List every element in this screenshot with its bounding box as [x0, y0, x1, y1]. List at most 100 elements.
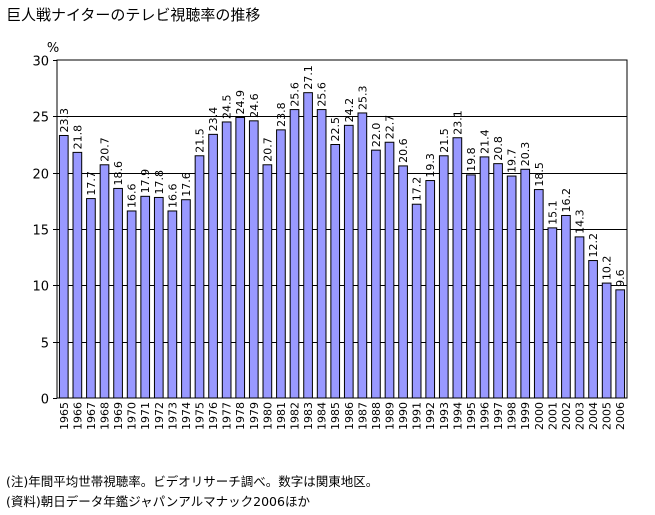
- x-tick-label: 1992: [424, 402, 437, 430]
- bar-1984: [316, 109, 327, 399]
- data-label-2001: 15.1: [546, 200, 559, 225]
- x-tick-label: 2000: [533, 402, 546, 430]
- x-tick-label: 1995: [465, 402, 478, 430]
- data-label-1983: 27.1: [302, 65, 315, 90]
- grid-lines: [57, 116, 627, 343]
- bar-2003: [574, 236, 585, 399]
- x-tick-label: 1982: [289, 402, 302, 430]
- bar-2002: [561, 214, 571, 399]
- bar-1977: [221, 121, 232, 399]
- x-tick-label: 2001: [546, 402, 559, 430]
- data-label-1998: 19.7: [506, 149, 519, 174]
- x-tick-label: 1979: [248, 402, 261, 430]
- y-tick-label: 10: [32, 280, 49, 295]
- data-label-1973: 16.6: [166, 183, 179, 208]
- y-tick-label: 15: [32, 224, 49, 239]
- y-tick-label: 30: [32, 55, 49, 70]
- data-label-1974: 17.6: [180, 172, 193, 197]
- bar-1981: [276, 129, 286, 399]
- data-label-2002: 16.2: [560, 188, 573, 213]
- data-label-1968: 20.7: [99, 137, 112, 162]
- data-label-1988: 22.0: [370, 123, 383, 148]
- x-tick-label: 2004: [587, 402, 600, 430]
- x-tick-label: 1971: [139, 402, 152, 430]
- bar-1982: [289, 109, 300, 399]
- data-label-1995: 19.8: [465, 147, 478, 172]
- data-label-1982: 25.6: [289, 82, 302, 107]
- x-tick-label: 2005: [601, 402, 614, 430]
- data-label-1989: 22.7: [384, 115, 397, 140]
- x-tick-label: 1988: [370, 402, 383, 430]
- data-label-2000: 18.5: [533, 162, 546, 187]
- data-label-1970: 16.6: [126, 183, 139, 208]
- data-label-2004: 12.2: [587, 233, 600, 258]
- x-tick-label: 1989: [384, 402, 397, 430]
- x-tick-label: 1972: [153, 402, 166, 430]
- bar-1998: [506, 175, 517, 399]
- data-label-1994: 23.1: [451, 110, 464, 135]
- bar-1992: [425, 180, 436, 399]
- data-label-2003: 14.3: [574, 209, 587, 234]
- x-tick-label: 1969: [112, 402, 125, 430]
- x-tick-label: 1987: [356, 402, 369, 430]
- bar-1978: [235, 116, 246, 399]
- x-tick-label: 1998: [506, 402, 519, 430]
- x-tick-label: 1997: [492, 402, 505, 430]
- x-tick-label: 1973: [166, 402, 179, 430]
- bar-1985: [330, 144, 341, 399]
- bar-1968: [99, 164, 110, 399]
- bar-1997: [493, 163, 503, 399]
- bar-1980: [262, 164, 273, 399]
- x-tick-label: 1965: [58, 402, 71, 430]
- x-tick-label: 1984: [316, 402, 329, 430]
- x-tick-label: 1986: [343, 402, 356, 430]
- data-labels: 23.321.817.720.718.616.617.9 17.816.6 17.6…: [58, 65, 627, 287]
- x-tick-label: 1978: [234, 402, 247, 430]
- x-tick-label: 1980: [261, 402, 274, 430]
- x-tick-label: 1981: [275, 402, 288, 430]
- y-tick-label: 20: [32, 168, 49, 183]
- y-tick-label: 0: [41, 393, 49, 408]
- data-label-1987: 25.3: [356, 85, 369, 110]
- bar-1989: [384, 141, 395, 399]
- x-tick-label: 1993: [438, 402, 451, 430]
- x-tick-label: 1977: [221, 402, 234, 430]
- x-tick-label: 2002: [560, 402, 573, 430]
- data-label-1978: 24.9: [234, 90, 247, 115]
- bar-1994: [452, 137, 463, 399]
- bar-1987: [357, 112, 368, 399]
- bar-1991: [411, 203, 422, 399]
- x-tick-label: 1990: [397, 402, 410, 430]
- data-label-1984: 25.6: [316, 82, 329, 107]
- x-tick-label: 1983: [302, 402, 315, 430]
- data-label-1997: 20.8: [492, 136, 505, 160]
- y-tick-labels: 0 5 10 15 20 25 30: [32, 55, 49, 408]
- data-label-1980: 20.7: [261, 137, 274, 162]
- data-label-1965: 23.3: [58, 108, 71, 133]
- x-tick-label: 1974: [180, 402, 193, 430]
- bar-1965: [58, 134, 69, 399]
- page-title: 巨人戦ナイターのテレビ視聴率の推移: [6, 6, 261, 24]
- x-tick-label: 1991: [411, 402, 424, 430]
- x-tick-label: 1994: [451, 402, 464, 430]
- bar-2004: [588, 260, 598, 399]
- data-label-1992: 19.3: [424, 153, 437, 178]
- data-label-1971: 17.9: [139, 169, 152, 194]
- data-label-1986: 24.2: [343, 98, 356, 123]
- bar-1971: [140, 195, 151, 399]
- bars: [58, 92, 626, 399]
- footnote-note: (注)年間平均世帯視聴率。ビデオリサーチ調べ。数字は関東地区。: [6, 474, 379, 489]
- data-label-1979: 24.6: [248, 93, 261, 118]
- bar-2006: [615, 289, 626, 399]
- data-label-1972: 17.8: [153, 170, 166, 195]
- data-label-1977: 24.5: [221, 94, 234, 119]
- bar-1967: [86, 198, 96, 399]
- bar-1995: [466, 174, 476, 399]
- bar-1975: [194, 155, 205, 399]
- bar-1973: [167, 210, 178, 399]
- x-tick-label: 1999: [519, 402, 532, 430]
- data-label-1993: 21.5: [438, 128, 451, 153]
- bar-1986: [343, 124, 354, 399]
- bar-1993: [438, 155, 449, 399]
- data-label-1985: 22.5: [329, 117, 342, 142]
